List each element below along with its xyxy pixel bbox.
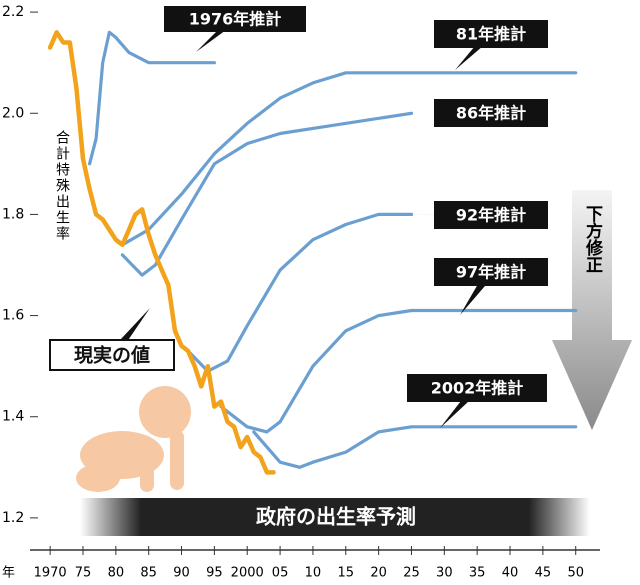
y-tick-label: 1.8 <box>2 206 24 222</box>
x-tick-label: 25 <box>403 566 420 581</box>
x-tick-label: 30 <box>436 566 453 581</box>
x-tick-label: 80 <box>108 566 125 581</box>
series-line <box>88 30 216 166</box>
series-line <box>219 308 578 434</box>
callout-box <box>434 258 548 286</box>
legend-label: 86年推計 <box>456 104 526 123</box>
banner <box>80 498 590 536</box>
legend-label: 2002年推計 <box>431 379 524 398</box>
series-line <box>47 30 276 475</box>
callout-box <box>49 339 175 371</box>
down-arrow <box>552 190 632 430</box>
callout-box <box>164 6 306 32</box>
x-tick-label: 10 <box>305 566 322 581</box>
x-tick-label: 1970 <box>34 566 67 581</box>
legend-label: 81年推計 <box>456 25 526 44</box>
callout-box <box>434 20 548 48</box>
arrow-label: 下方修正 <box>582 205 604 273</box>
series-line <box>120 71 578 247</box>
y-tick-label: 2.0 <box>2 105 24 121</box>
callout-box <box>434 99 548 127</box>
legend-label: 97年推計 <box>456 263 526 282</box>
x-tick-label: 20 <box>370 566 387 581</box>
x-axis-unit: 年 <box>2 566 15 581</box>
y-tick-label: 1.2 <box>2 510 24 526</box>
y-tick-label: 1.6 <box>2 308 24 324</box>
legend-label: 1976年推計 <box>189 10 282 29</box>
banner-text: 政府の出生率予測 <box>256 505 416 529</box>
callout-box <box>407 374 547 402</box>
x-tick-label: 2000 <box>231 566 264 581</box>
x-tick-label: 85 <box>140 566 157 581</box>
series-line <box>252 425 578 469</box>
series-line <box>120 111 414 277</box>
baby-illustration <box>76 386 191 492</box>
y-tick-label: 2.2 <box>2 4 24 20</box>
legend-label: 現実の値 <box>74 344 150 367</box>
x-tick-label: 95 <box>206 566 223 581</box>
x-tick-label: 05 <box>272 566 289 581</box>
callout-box <box>434 201 548 229</box>
x-tick-label: 40 <box>502 566 519 581</box>
x-tick-label: 45 <box>535 566 552 581</box>
x-tick-label: 50 <box>567 566 584 581</box>
x-tick-label: 75 <box>75 566 92 581</box>
y-tick-label: 1.4 <box>2 409 24 425</box>
x-tick-label: 90 <box>173 566 190 581</box>
y-axis-label: 合計特殊出生率 <box>54 130 70 242</box>
x-tick-label: 35 <box>469 566 486 581</box>
x-tick-label: 15 <box>338 566 355 581</box>
series-line <box>186 212 414 373</box>
legend-label: 92年推計 <box>456 206 526 225</box>
